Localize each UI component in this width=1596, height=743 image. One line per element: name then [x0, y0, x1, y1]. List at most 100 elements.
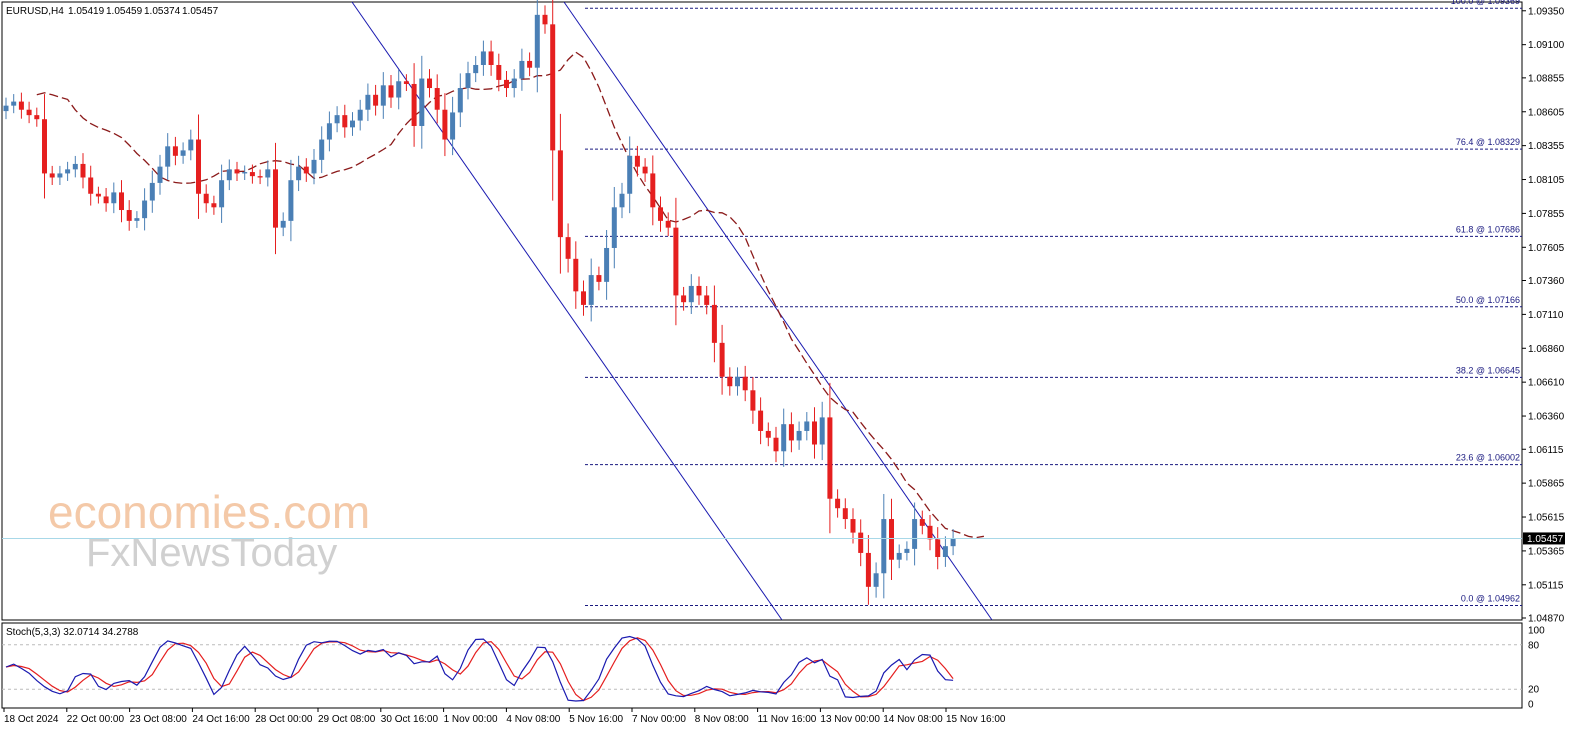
time-tick-label: 15 Nov 16:00 — [946, 714, 1006, 725]
stochastic-label: Stoch(5,3,3) 32.0714 34.2788 — [6, 627, 139, 638]
fib-label: 50.0 @ 1.07166 — [1456, 295, 1520, 305]
fib-label: 76.4 @ 1.08329 — [1456, 137, 1520, 147]
candle-body — [912, 519, 918, 549]
fib-label: 23.6 @ 1.06002 — [1456, 453, 1520, 463]
candle-body — [57, 173, 63, 178]
watermark-fxnewstoday: FxNewsToday — [86, 531, 337, 575]
price-tick-label: 1.06860 — [1528, 344, 1565, 355]
ohlc-low: 1.05374 — [144, 6, 181, 17]
candle-body — [334, 115, 340, 124]
candle-body — [373, 94, 379, 106]
ohlc-open: 1.05419 — [68, 6, 105, 17]
candle-body — [403, 81, 409, 84]
candle-body — [172, 146, 178, 156]
current-price-box — [1523, 532, 1565, 545]
fib-label: 100.0 @ 1.09369 — [1451, 0, 1520, 6]
candle-body — [504, 79, 509, 89]
candle-body — [688, 285, 694, 303]
candle-body — [388, 85, 394, 98]
candle-body — [26, 109, 32, 116]
candle-body — [735, 376, 740, 387]
candle-body — [134, 218, 140, 221]
candle-body — [427, 78, 432, 89]
price-axis: 1.09350 1.09100 1.08855 1.08605 1.08355 1.081… — [1522, 6, 1565, 625]
price-tick-label: 1.06610 — [1528, 378, 1565, 389]
time-tick-label: 22 Oct 00:00 — [67, 714, 125, 725]
price-tick-label: 1.09350 — [1528, 6, 1565, 17]
price-tick-label: 1.08605 — [1528, 107, 1565, 118]
candle-body — [288, 180, 294, 221]
candle-body — [496, 64, 502, 80]
candle-body — [411, 83, 417, 126]
candle-body — [280, 220, 286, 228]
candle-body — [573, 258, 579, 292]
candle-body — [781, 424, 787, 452]
candle-body — [65, 169, 71, 174]
candle-body — [758, 410, 764, 431]
candle-body — [665, 220, 671, 228]
candle-body — [119, 192, 124, 211]
price-tick-label: 1.06360 — [1528, 412, 1565, 423]
candle-body — [434, 88, 440, 110]
price-tick-label: 1.05365 — [1528, 546, 1565, 557]
stochastic-pane — [1, 622, 1523, 709]
price-tick-label: 1.08105 — [1528, 175, 1565, 186]
candle-body — [480, 51, 486, 65]
candle-body — [765, 430, 771, 438]
price-tick-label: 1.05865 — [1528, 479, 1565, 490]
candle-body — [542, 14, 548, 25]
candle-body — [627, 155, 633, 194]
candle-body — [419, 78, 425, 126]
ohlc-high: 1.05459 — [106, 6, 143, 17]
time-tick-label: 5 Nov 16:00 — [569, 714, 623, 725]
candle-body — [935, 539, 941, 558]
price-tick-label: 1.07360 — [1528, 276, 1565, 287]
stoch-tick-label: 20 — [1528, 685, 1540, 696]
price-tick-label: 1.04870 — [1528, 614, 1565, 625]
moving-average — [36, 51, 985, 539]
candle-body — [942, 546, 948, 558]
candle-body — [727, 376, 733, 387]
stoch-tick-label: 100 — [1528, 626, 1545, 637]
candle-body — [18, 101, 24, 110]
candle-body — [34, 115, 40, 120]
time-tick-label: 29 Oct 08:00 — [318, 714, 376, 725]
time-tick-label: 28 Oct 00:00 — [255, 714, 313, 725]
candle-body — [704, 295, 710, 305]
candle-body — [365, 94, 371, 110]
candle-body — [581, 291, 586, 305]
candle-body — [457, 88, 463, 113]
time-tick-label: 24 Oct 16:00 — [192, 714, 250, 725]
candle-body — [380, 85, 386, 106]
stoch-tick-label: 80 — [1528, 640, 1540, 651]
candle-body — [157, 166, 163, 183]
candle-body — [111, 192, 117, 204]
stochastic-oscillator: 100 80 20 0 — [2, 626, 1545, 711]
candle-body — [180, 150, 186, 156]
stoch-tick-label: 0 — [1528, 700, 1534, 711]
candle-body — [80, 163, 86, 178]
candle-body — [303, 166, 309, 174]
candle-body — [142, 200, 148, 219]
candle-body — [149, 182, 155, 201]
time-tick-label: 23 Oct 08:00 — [130, 714, 188, 725]
candle-body — [249, 172, 255, 177]
fib-label: 0.0 @ 1.04962 — [1461, 594, 1520, 604]
candle-body — [103, 196, 109, 204]
price-tick-label: 1.08855 — [1528, 73, 1565, 84]
candle-body — [242, 172, 248, 174]
time-tick-label: 18 Oct 2024 — [4, 714, 59, 725]
time-tick-label: 14 Nov 08:00 — [883, 714, 943, 725]
price-tick-label: 1.06115 — [1528, 445, 1564, 456]
candle-body — [642, 166, 648, 174]
candle-body — [273, 169, 278, 228]
candle-body — [681, 295, 687, 303]
candle-body — [927, 525, 933, 540]
candle-body — [842, 508, 848, 520]
candle-body — [42, 119, 47, 174]
candle-body — [527, 60, 533, 68]
candle-body — [326, 123, 332, 140]
stoch-main-line — [5, 635, 954, 702]
candle-body — [950, 538, 956, 547]
